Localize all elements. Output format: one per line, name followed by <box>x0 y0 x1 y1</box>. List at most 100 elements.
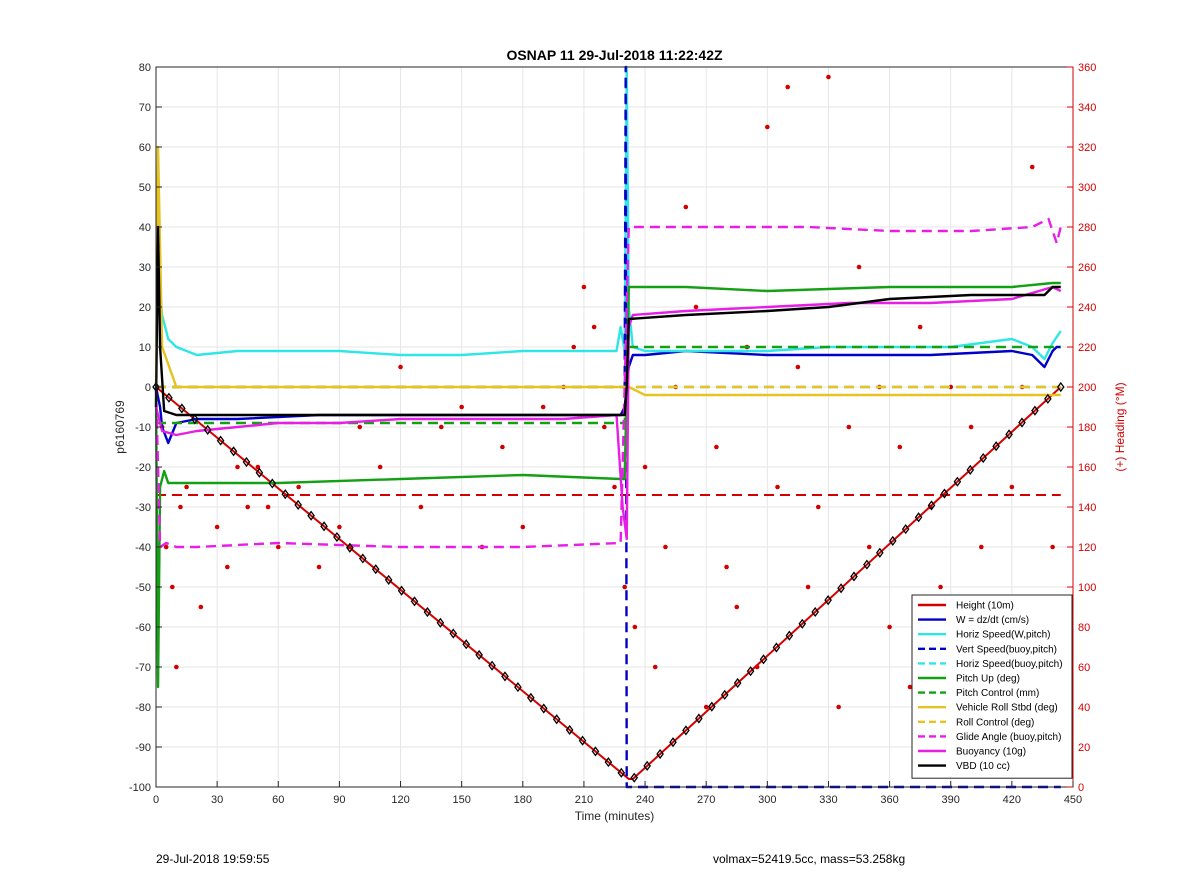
dive-marker <box>216 435 225 446</box>
heading-point <box>612 484 617 490</box>
dive-marker <box>863 559 871 570</box>
x-tick-label: 240 <box>636 794 654 806</box>
heading-point <box>622 584 627 590</box>
series-line-10 <box>154 285 1062 541</box>
dive-marker <box>979 452 988 464</box>
y-right-tick-label: 0 <box>1078 782 1084 794</box>
x-tick-label: 180 <box>514 794 532 806</box>
x-tick-label: 150 <box>452 794 470 806</box>
y-left-tick-label: -20 <box>135 462 151 474</box>
dive-marker <box>850 571 858 582</box>
heading-point <box>459 404 464 410</box>
heading-point <box>663 544 668 550</box>
dive-marker <box>242 456 251 468</box>
x-tick-label: 420 <box>1003 794 1021 806</box>
heading-point <box>795 364 801 370</box>
heading-point <box>805 584 811 590</box>
y-left-tick-label: 20 <box>139 302 151 314</box>
y-right-tick-label: 40 <box>1078 702 1090 714</box>
y-left-tick-label: 30 <box>139 262 151 274</box>
heading-point <box>265 504 271 510</box>
y-left-tick-label: -10 <box>135 422 151 434</box>
x-tick-label: 90 <box>333 794 345 806</box>
dive-marker <box>436 617 445 628</box>
heading-point <box>703 704 709 710</box>
series-line-2 <box>154 65 1062 361</box>
y-left-tick-label: 0 <box>145 382 151 394</box>
dive-marker <box>707 701 716 712</box>
y-right-tick-label: 120 <box>1078 542 1096 554</box>
dive-marker <box>992 441 1000 452</box>
dive-marker <box>307 510 315 521</box>
y-right-tick-label: 80 <box>1078 622 1090 634</box>
x-tick-label: 360 <box>880 794 898 806</box>
dive-marker <box>876 547 884 558</box>
dive-marker <box>410 596 419 607</box>
y-left-tick-label: -60 <box>135 622 151 634</box>
y-right-tick-label: 60 <box>1078 662 1090 674</box>
y-axis-label-left: p6160769 <box>113 400 127 454</box>
dive-marker <box>733 677 742 689</box>
heading-point <box>198 604 204 610</box>
y-left-tick-label: -30 <box>135 502 151 514</box>
dive-marker <box>565 724 574 736</box>
heading-point <box>1050 544 1055 550</box>
heading-point <box>418 504 424 510</box>
dive-marker <box>514 681 522 693</box>
footer-vehicle-info: volmax=52419.5cc, mass=53.258kg <box>713 852 906 866</box>
heading-point <box>846 424 852 430</box>
dive-marker <box>501 671 509 682</box>
y-right-tick-label: 200 <box>1078 382 1096 394</box>
dive-marker <box>772 642 781 653</box>
dive-marker <box>449 628 458 639</box>
heading-point <box>856 264 862 270</box>
heading-point <box>184 484 189 490</box>
y-left-tick-label: 50 <box>139 182 151 194</box>
dive-marker <box>268 478 277 489</box>
y-left-tick-label: 80 <box>139 62 151 74</box>
y-right-tick-label: 360 <box>1078 62 1096 74</box>
dive-marker <box>1056 381 1065 393</box>
y-right-tick-label: 100 <box>1078 582 1096 594</box>
x-tick-label: 270 <box>697 794 715 806</box>
y-left-tick-label: -100 <box>129 782 151 794</box>
heading-point <box>775 484 780 490</box>
dive-marker <box>1031 405 1039 416</box>
dive-marker <box>462 639 471 650</box>
series-line-0 <box>155 386 1062 780</box>
heading-point <box>836 704 841 710</box>
heading-point <box>632 624 638 630</box>
x-tick-label: 390 <box>942 794 960 806</box>
dive-marker <box>371 564 380 575</box>
dive-marker <box>229 446 238 457</box>
legend-entry-0: Height (10m) <box>956 601 1014 612</box>
heading-point <box>357 424 363 430</box>
dive-marker <box>578 735 587 746</box>
heading-point <box>540 404 546 410</box>
heading-point <box>826 74 831 80</box>
legend-entry-9: Glide Angle (buoy,pitch) <box>956 732 1061 743</box>
chart-title: OSNAP 11 29-Jul-2018 11:22:42Z <box>506 47 723 63</box>
dive-marker <box>539 703 548 714</box>
y-right-tick-label: 280 <box>1078 222 1096 234</box>
legend-entry-3: Vert Speed(buoy,pitch) <box>956 644 1057 655</box>
x-tick-label: 0 <box>153 794 159 806</box>
legend-entry-5: Pitch Up (deg) <box>956 674 1020 685</box>
dive-marker <box>630 772 639 783</box>
legend-entry-1: W = dz/dt (cm/s) <box>956 615 1029 626</box>
legend-entry-4: Horiz Speed(buoy,pitch) <box>956 659 1063 670</box>
x-tick-label: 330 <box>819 794 837 806</box>
dive-marker <box>423 606 432 618</box>
heading-point <box>979 544 984 550</box>
x-tick-label: 300 <box>758 794 776 806</box>
heading-point <box>734 604 740 610</box>
dive-marker <box>165 392 173 403</box>
dive-marker <box>953 476 962 487</box>
dive-marker <box>178 403 186 414</box>
heading-point <box>724 564 729 570</box>
dive-marker <box>901 523 910 535</box>
y-right-tick-label: 20 <box>1078 742 1090 754</box>
heading-point <box>907 684 913 690</box>
legend-entry-8: Roll Control (deg) <box>956 717 1034 728</box>
dive-marker <box>190 414 199 425</box>
